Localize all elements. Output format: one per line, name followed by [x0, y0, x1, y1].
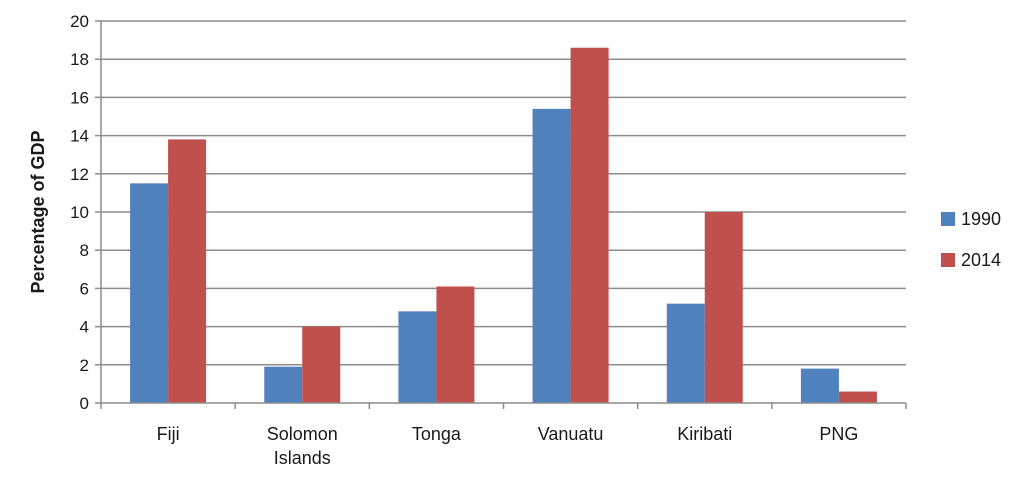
y-tick-label: 8 — [80, 241, 89, 260]
y-tick-labels: 0 2 4 6 8 10 12 14 16 18 20 — [70, 12, 89, 413]
x-category-label: Islands — [274, 448, 331, 468]
legend-label-2014: 2014 — [961, 250, 1001, 270]
bar-2014-tonga — [436, 286, 475, 403]
bar-1990-png — [800, 368, 839, 403]
x-category-label: Solomon — [267, 424, 338, 444]
bar-2014-solomon-islands — [302, 326, 341, 403]
bar-2014-vanuatu — [570, 47, 609, 404]
bar-2014-kiribati — [704, 212, 743, 403]
bar-1990-fiji — [130, 183, 169, 403]
bar-1990-solomon-islands — [264, 366, 303, 403]
gridlines — [101, 20, 906, 366]
bars — [130, 47, 877, 404]
y-tick-label: 0 — [80, 394, 89, 413]
y-tick-label: 12 — [70, 165, 89, 184]
x-category-label: Tonga — [412, 424, 462, 444]
y-axis-label: Percentage of GDP — [28, 130, 48, 293]
x-category-label: Fiji — [157, 424, 180, 444]
y-tick-label: 20 — [70, 12, 89, 31]
bar-1990-vanuatu — [532, 108, 571, 404]
axes — [95, 20, 907, 409]
legend-label-1990: 1990 — [961, 209, 1001, 229]
bar-2014-fiji — [168, 139, 207, 404]
x-category-label: Kiribati — [677, 424, 732, 444]
y-tick-label: 10 — [70, 203, 89, 222]
y-tick-label: 18 — [70, 50, 89, 69]
bar-1990-tonga — [398, 311, 437, 403]
bar-1990-kiribati — [666, 303, 705, 403]
y-tick-label: 6 — [80, 279, 89, 298]
x-category-label: Vanuatu — [538, 424, 604, 444]
x-category-label: PNG — [819, 424, 858, 444]
y-tick-label: 16 — [70, 88, 89, 107]
y-tick-label: 4 — [80, 318, 89, 337]
legend-swatch-2014 — [941, 253, 955, 267]
bar-2014-png — [838, 391, 877, 403]
legend: 1990 2014 — [941, 209, 1001, 270]
legend-swatch-1990 — [941, 212, 955, 226]
x-category-labels: Fiji Solomon Islands Tonga Vanuatu Kiribati PN… — [157, 424, 859, 468]
y-tick-label: 2 — [80, 356, 89, 375]
y-tick-label: 14 — [70, 127, 89, 146]
